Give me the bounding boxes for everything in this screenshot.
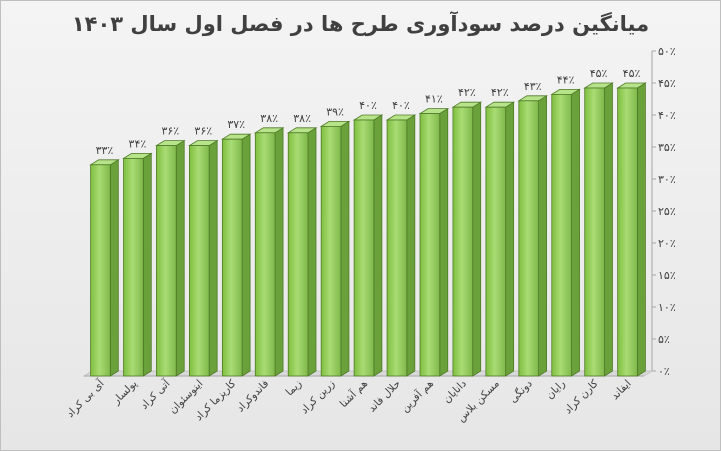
data-label: ۴۲٪ [491,86,509,99]
bar-front [254,132,276,377]
data-label: ۳۴٪ [129,137,147,150]
data-label: ۴۵٪ [623,67,641,80]
bar [583,82,614,377]
bar [517,95,548,377]
data-label: ۳۶٪ [194,125,212,138]
bar-side [241,133,251,377]
bar-front [485,106,507,377]
data-label: ۳۷٪ [227,118,245,131]
bar-side [175,139,185,377]
data-label: ۳۸٪ [260,112,278,125]
y-tick-label: ۰٪ [658,365,670,378]
bar-front [584,87,605,377]
y-tick-label: ۵٪ [658,333,670,346]
bar [155,139,186,377]
bar [89,159,120,377]
bar [418,107,450,377]
bar-front [518,100,539,377]
bar-side [439,107,449,377]
bars [89,82,647,377]
chart-title: میانگین درصد سودآوری طرح ها در فصل اول س… [71,12,650,36]
bar-side [142,152,152,377]
bar-front [320,126,342,377]
bar [122,152,153,377]
data-label: ۴۱٪ [425,93,443,106]
x-tick-label: ایفاند [609,378,634,403]
bar-front [156,145,177,377]
x-tick-label: دانایان [441,377,469,405]
y-tick-label: ۴۰٪ [658,109,676,122]
bar [451,101,483,377]
data-label: ۴۰٪ [359,99,377,112]
x-tick-label: زرین کراد [298,378,337,417]
bar-side [274,127,284,377]
bar-front [353,119,375,377]
x-tick-label: پولسار [110,378,140,408]
bar-front [617,87,638,377]
bar-side [406,114,416,377]
bar-side [340,120,350,377]
bar [188,139,219,377]
bar-front [90,164,111,377]
bar-side [505,101,515,377]
bar [352,114,384,377]
bar-front [189,145,210,377]
bar-side [109,159,119,377]
x-tick-label: فاندوکراد [234,378,271,415]
bar [484,101,516,377]
y-tick-label: ۲۵٪ [658,205,676,218]
bar-front [287,132,309,377]
bar [385,114,417,377]
x-tick-label: دونگی [506,377,535,406]
x-tick-label: کارن کراد [562,378,601,417]
y-tick-label: ۴۵٪ [658,77,676,90]
data-label: ۴۲٪ [458,86,476,99]
x-tick-label: حلال فاند [366,378,403,415]
bar-front [123,157,144,377]
data-label: ۳۹٪ [326,105,344,118]
y-tick-label: ۵۰٪ [658,45,676,58]
y-tick-label: ۳۵٪ [658,141,676,154]
bar-side [604,82,613,377]
data-label: ۴۵٪ [590,67,608,80]
data-labels: ۳۳٪ ۳۴٪ ۳۶٪ ۳۶٪ ۳۷٪ ۳۸٪ ۳۸٪ ۳۹٪ ۴۰٪ ۴۰٪ ۴۱٪ ۴۲٪ ۴۲٪ ۴… [96,67,641,157]
bar-front [419,113,441,377]
data-label: ۳۸٪ [293,112,311,125]
bar-side [208,139,218,377]
y-tick-label: ۲۰٪ [658,237,676,250]
y-tick-label: ۱۵٪ [658,269,676,282]
bar [616,82,647,377]
x-tick-label: زیما [284,378,305,399]
bar-side [472,101,482,377]
x-tick-label: هم آفرین [398,377,436,415]
bar-side [373,114,383,377]
bar [319,120,351,377]
x-tick-label: هم آشنا [337,377,370,410]
bar-side [538,95,547,377]
bar [550,88,581,377]
x-tick-label: آی بی کراد [64,376,108,420]
bar-side [637,82,646,377]
y-axis: ۰٪ ۵٪ ۱۰٪ ۱۵٪ ۲۰٪ ۲۵٪ ۳۰٪ ۳۵٪ ۴۰٪ ۴۵٪ ۵۰٪ [651,45,676,378]
bar-front [386,119,408,377]
bar [220,133,252,377]
y-tick-label: ۱۰٪ [658,301,676,314]
data-label: ۴۰٪ [392,99,410,112]
bar-front [221,138,243,377]
bar-side [571,88,580,377]
data-label: ۴۳٪ [524,80,542,93]
data-label: ۳۶٪ [161,125,179,138]
bar [286,127,318,377]
data-label: ۴۴٪ [557,73,575,86]
bar-front [551,94,572,377]
x-tick-label: رایان [544,378,568,402]
bar-front [452,106,474,377]
y-tick-label: ۳۰٪ [658,173,676,186]
bar [253,127,285,377]
data-label: ۳۳٪ [96,144,114,157]
bar-side [307,127,317,377]
